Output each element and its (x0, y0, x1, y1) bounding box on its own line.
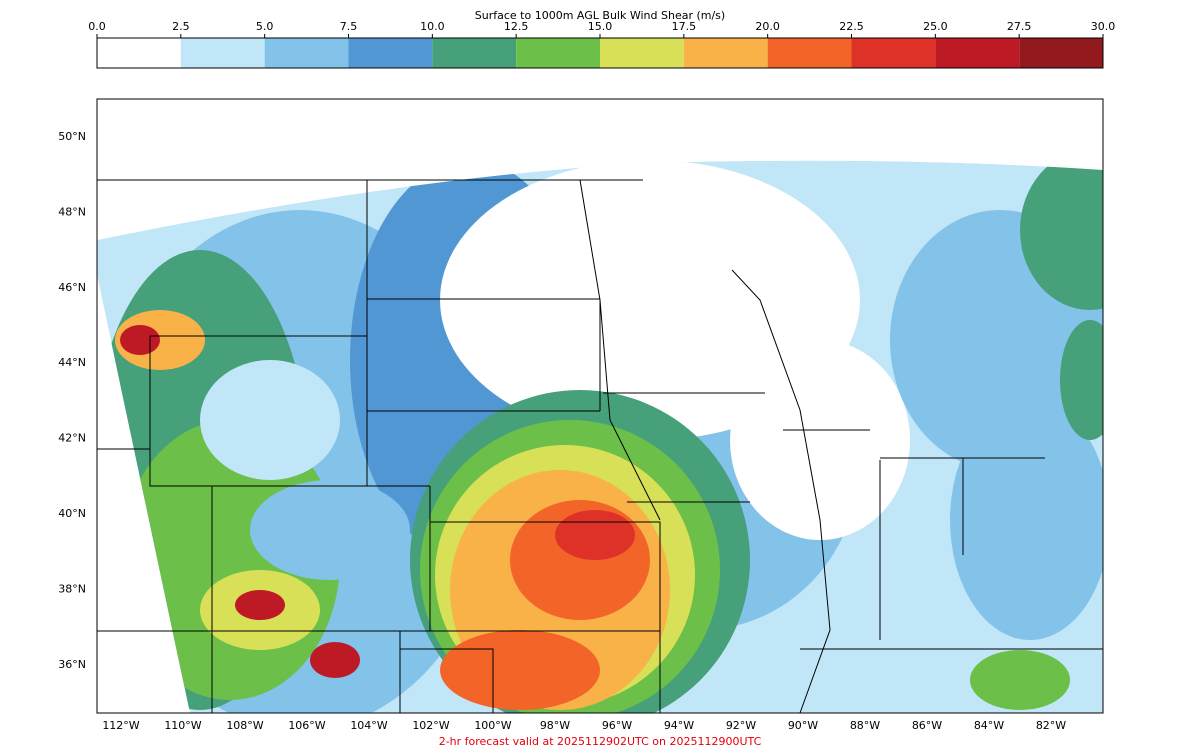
field-zone (1020, 160, 1103, 310)
colorbar-title: Surface to 1000m AGL Bulk Wind Shear (m/… (475, 9, 725, 22)
colorbar-tick-label: 17.5 (672, 20, 697, 33)
colorbar-swatch (180, 38, 265, 68)
longitude-label: 108°W (226, 719, 263, 732)
field-zone (950, 400, 1103, 640)
colorbar-tick-label: 30.0 (1091, 20, 1116, 33)
colorbar-swatch (935, 38, 1020, 68)
colorbar-tick-label: 15.0 (588, 20, 613, 33)
longitude-label: 98°W (540, 719, 570, 732)
latitude-label: 46°N (58, 281, 86, 294)
field-zone (120, 325, 160, 355)
colorbar-swatch (683, 38, 768, 68)
longitude-label: 84°W (974, 719, 1004, 732)
longitude-label: 88°W (850, 719, 880, 732)
latitude-label: 48°N (58, 205, 86, 218)
colorbar-swatch (348, 38, 433, 68)
latitude-label: 44°N (58, 356, 86, 369)
colorbar-swatch (767, 38, 852, 68)
field-zone (730, 340, 910, 540)
longitude-label: 86°W (912, 719, 942, 732)
longitude-label: 100°W (474, 719, 511, 732)
colorbar-swatch (851, 38, 936, 68)
longitude-label: 90°W (788, 719, 818, 732)
longitude-label: 94°W (664, 719, 694, 732)
state-line (97, 179, 1103, 714)
field-zone (200, 360, 340, 480)
longitude-label: 92°W (726, 719, 756, 732)
boundaries (97, 179, 1103, 714)
colorbar-tick-label: 25.0 (923, 20, 948, 33)
longitude-label: 112°W (102, 719, 139, 732)
colorbar-tick-label: 7.5 (340, 20, 358, 33)
longitude-label: 96°W (602, 719, 632, 732)
longitude-label: 110°W (164, 719, 201, 732)
latitude-label: 42°N (58, 432, 86, 445)
field-zone (1060, 320, 1103, 440)
colorbar-tick-label: 27.5 (1007, 20, 1032, 33)
colorbar-swatch (432, 38, 517, 68)
colorbar-tick-label: 22.5 (839, 20, 864, 33)
latitude-label: 50°N (58, 130, 86, 143)
colorbar-swatch (600, 38, 684, 68)
colorbar-tick-label: 20.0 (755, 20, 780, 33)
field-zone (310, 642, 360, 678)
longitude-label: 82°W (1036, 719, 1066, 732)
colorbar-swatch (516, 38, 600, 68)
colorbar-tick-label: 5.0 (256, 20, 274, 33)
field-zone (970, 650, 1070, 710)
map-frame (96, 98, 1104, 714)
latitude-label: 40°N (58, 507, 86, 520)
field-zone (440, 630, 600, 710)
colorbar-swatch (264, 38, 349, 68)
footer: 2-hr forecast valid at 2025112902UTC on … (439, 735, 762, 748)
latitude-label: 36°N (58, 658, 86, 671)
longitude-label: 106°W (288, 719, 325, 732)
field-zone (440, 160, 860, 440)
colorbar-tick-label: 10.0 (420, 20, 445, 33)
field-zone (235, 590, 285, 620)
colorbar-tick-label: 12.5 (504, 20, 529, 33)
field-zone (555, 510, 635, 560)
colorbar: 0.0 2.5 5.0 7.5 10.0 12.5 15.0 17.5 20.0 22.5 25.0… (88, 20, 1116, 69)
latitude-label: 38°N (58, 582, 86, 595)
colorbar-tick-label: 2.5 (172, 20, 190, 33)
field-zone (250, 480, 410, 580)
colorbar-tick-label: 0.0 (88, 20, 106, 33)
colorbar-swatch (1019, 38, 1103, 68)
colorbar-swatch (97, 38, 181, 68)
axis-labels: 50°N 48°N 46°N 44°N 42°N 40°N 38°N 36°N 112°W 110… (58, 130, 1066, 732)
longitude-label: 104°W (350, 719, 387, 732)
longitude-label: 102°W (412, 719, 449, 732)
shear-field (97, 160, 1103, 713)
